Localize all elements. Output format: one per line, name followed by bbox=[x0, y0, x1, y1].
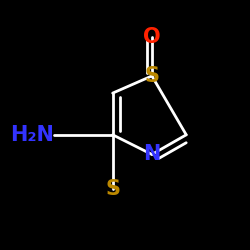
Text: S: S bbox=[144, 66, 160, 86]
Text: O: O bbox=[143, 27, 161, 47]
Text: N: N bbox=[143, 144, 160, 165]
Text: S: S bbox=[105, 179, 120, 199]
Text: H₂N: H₂N bbox=[10, 125, 54, 145]
